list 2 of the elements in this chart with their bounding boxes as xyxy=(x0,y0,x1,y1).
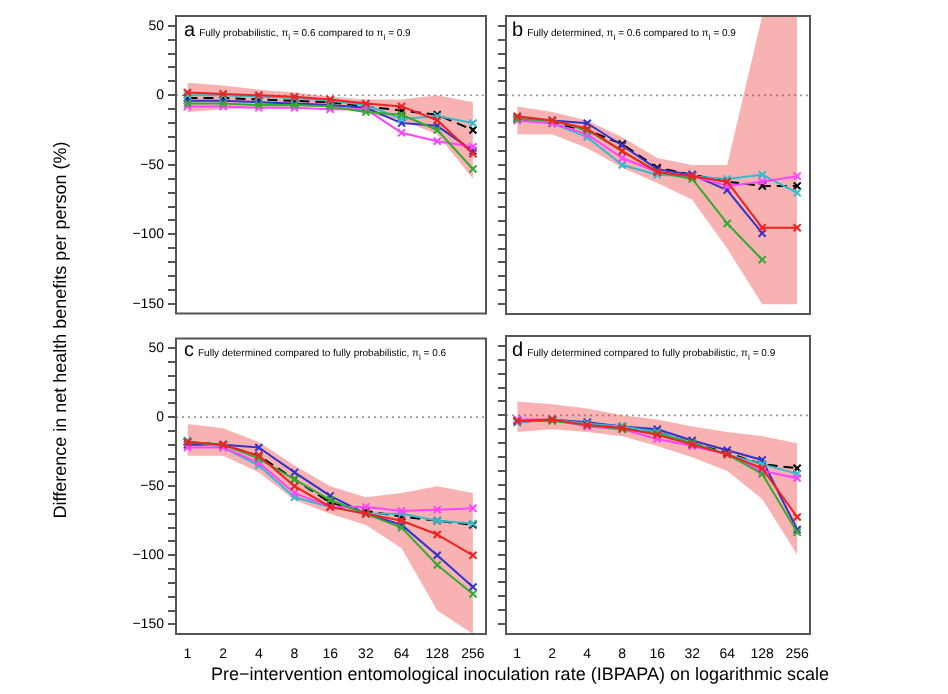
y-axis-title: Difference in net health benefits per person (%) xyxy=(50,139,70,523)
x-axis-title: Pre−intervention entomological inoculation rate (IBPAPA) on logarithmic scale xyxy=(208,664,832,684)
